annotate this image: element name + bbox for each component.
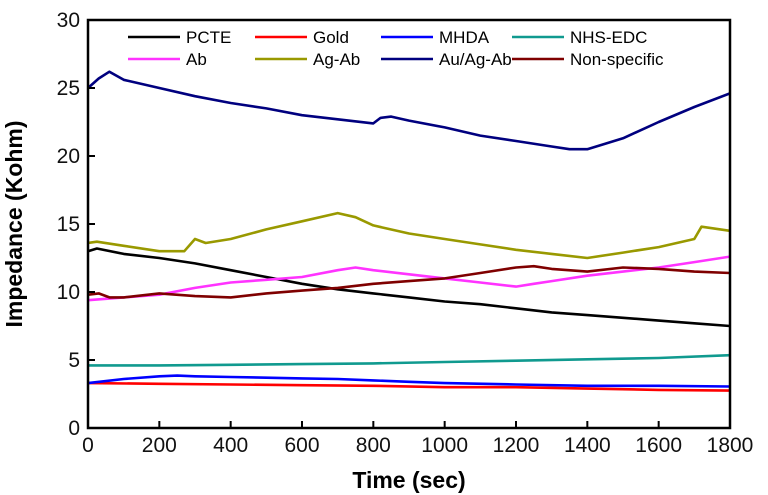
x-tick-label: 1800 [707, 434, 754, 457]
y-tick-label: 25 [57, 77, 80, 100]
y-tick-label: 15 [57, 213, 80, 236]
y-tick-label: 0 [68, 417, 80, 440]
x-tick-label: 1200 [493, 434, 540, 457]
series-line-pcte [88, 247, 730, 328]
legend-label: PCTE [186, 28, 231, 47]
x-axis-ticks: 0 200 400 600 800 1000 1200 1400 1600 1800 [82, 421, 753, 457]
x-axis-title: Time (sec) [352, 467, 465, 493]
x-tick-label: 800 [356, 434, 391, 457]
x-tick-label: 1400 [564, 434, 611, 457]
x-tick-label: 400 [213, 434, 248, 457]
x-tick-label: 600 [284, 434, 319, 457]
series-line-ab [88, 255, 730, 302]
x-tick-label: 0 [82, 434, 94, 457]
legend-label: MHDA [439, 28, 490, 47]
x-tick-label: 1600 [635, 434, 682, 457]
series-line-non-specific [88, 264, 730, 299]
x-tick-label: 200 [142, 434, 177, 457]
legend-label: Ab [186, 50, 207, 69]
legend-label: Non-specific [570, 50, 664, 69]
y-axis-ticks: 0 5 10 15 20 25 30 [57, 9, 95, 440]
series-line-ag-ab [88, 211, 730, 260]
legend-label: NHS-EDC [570, 28, 647, 47]
y-axis-title: Impedance (Kohm) [1, 120, 27, 327]
legend-label: Gold [313, 28, 349, 47]
series-lines [88, 70, 730, 392]
series-line-au-ag-ab [88, 70, 730, 151]
plot-frame [86, 18, 732, 430]
series-line-nhs-edc [88, 353, 730, 367]
y-tick-label: 10 [57, 281, 80, 304]
legend: PCTE Gold MHDA NHS-EDC Ab Ag-Ab Au/Ag-Ab Non-sp… [128, 28, 664, 69]
legend-label: Au/Ag-Ab [439, 50, 512, 69]
y-tick-label: 20 [57, 145, 80, 168]
y-tick-label: 30 [57, 9, 80, 32]
series-line-gold [88, 381, 730, 392]
series-line-mhda [88, 374, 730, 388]
x-tick-label: 1000 [421, 434, 468, 457]
legend-label: Ag-Ab [313, 50, 360, 69]
y-tick-label: 5 [68, 349, 80, 372]
